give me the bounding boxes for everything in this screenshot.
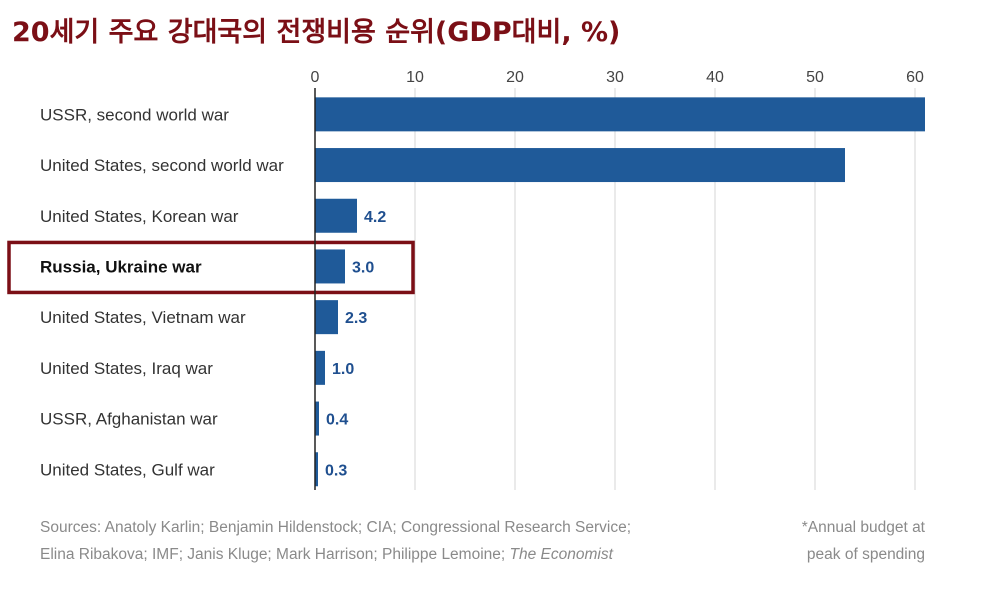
category-label-6: USSR, Afghanistan war <box>40 410 218 429</box>
category-label-4: United States, Vietnam war <box>40 308 246 327</box>
data-label-2: 4.2 <box>364 209 386 226</box>
bar-4 <box>315 300 338 335</box>
x-tick-label-0: 0 <box>311 69 320 86</box>
bar-2 <box>315 198 357 233</box>
category-label-7: United States, Gulf war <box>40 460 215 479</box>
category-label-5: United States, Iraq war <box>40 359 213 378</box>
data-label-6: 0.4 <box>326 412 348 429</box>
x-tick-label-10: 10 <box>406 69 424 86</box>
footnote-line-1: *Annual budget at <box>801 519 925 536</box>
x-tick-label-20: 20 <box>506 69 524 86</box>
data-label-7: 0.3 <box>325 462 347 479</box>
sources-publication: The Economist <box>509 546 613 563</box>
sources-line-2: Elina Ribakova; IMF; Janis Kluge; Mark H… <box>40 541 631 568</box>
sources-line-2-text: Elina Ribakova; IMF; Janis Kluge; Mark H… <box>40 546 506 563</box>
x-tick-label-50: 50 <box>806 69 824 86</box>
bar-7 <box>315 452 318 487</box>
category-label-2: United States, Korean war <box>40 207 239 226</box>
sources-note: Sources: Anatoly Karlin; Benjamin Hilden… <box>40 514 631 568</box>
x-tick-label-30: 30 <box>606 69 624 86</box>
category-label-0: USSR, second world war <box>40 105 229 124</box>
bar-3 <box>315 249 345 284</box>
bar-0 <box>315 97 925 132</box>
data-label-4: 2.3 <box>345 310 367 327</box>
category-label-1: United States, second world war <box>40 156 284 175</box>
category-label-3: Russia, Ukraine war <box>40 257 202 276</box>
bar-6 <box>315 401 319 436</box>
sources-line-1: Sources: Anatoly Karlin; Benjamin Hilden… <box>40 519 631 536</box>
footnote-line-2: peak of spending <box>806 546 925 563</box>
data-label-3: 3.0 <box>352 259 374 276</box>
highlight-box <box>7 240 415 295</box>
bar-chart: 0 10 20 30 40 50 60 USSR, second world war Unite… <box>7 69 925 490</box>
chart-title: 20세기 주요 강대국의 전쟁비용 순위(GDP대비, %) <box>12 17 621 48</box>
data-label-5: 1.0 <box>332 361 354 378</box>
bar-1 <box>315 148 845 183</box>
bar-5 <box>315 350 325 385</box>
footnote: *Annual budget at peak of spending <box>802 514 925 568</box>
x-tick-label-40: 40 <box>706 69 724 86</box>
x-tick-label-60: 60 <box>906 69 924 86</box>
